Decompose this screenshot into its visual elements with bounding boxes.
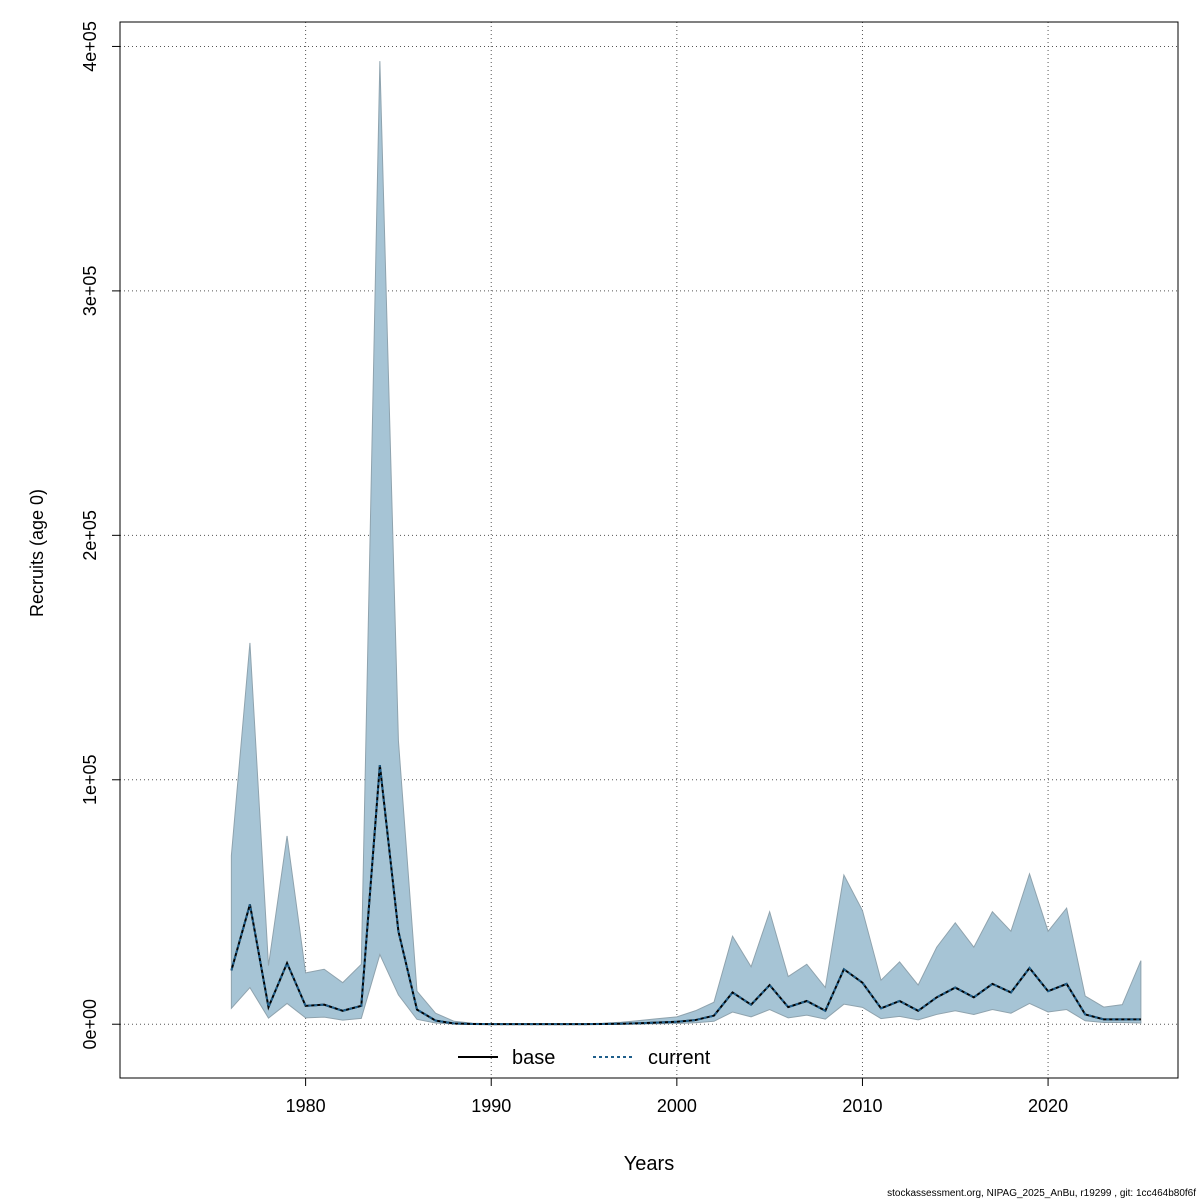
y-tick-label-2: 2e+05 — [80, 510, 100, 561]
x-axis-label: Years — [624, 1153, 674, 1175]
x-axis: 1980 1990 2000 2010 2020 — [286, 1077, 1068, 1116]
y-axis-label: Recruits (age 0) — [27, 489, 47, 617]
y-tick-label-1: 1e+05 — [80, 754, 100, 805]
confidence-band-layer — [230, 61, 1142, 1025]
y-tick-label-4: 4e+05 — [80, 21, 100, 72]
y-tick-label-0: 0e+00 — [80, 999, 100, 1050]
legend-label-base: base — [512, 1047, 555, 1069]
legend-label-current: current — [648, 1047, 711, 1069]
x-tick-label-2000: 2000 — [657, 1096, 697, 1116]
x-tick-label-2020: 2020 — [1028, 1096, 1068, 1116]
confidence-band — [230, 61, 1142, 1025]
x-tick-label-1990: 1990 — [471, 1096, 511, 1116]
series-layer — [230, 765, 1141, 1026]
legend: base current — [458, 1047, 711, 1069]
x-tick-label-2010: 2010 — [842, 1096, 882, 1116]
x-tick-label-1980: 1980 — [286, 1096, 326, 1116]
y-axis: 0e+00 1e+05 2e+05 3e+05 4e+05 — [80, 21, 121, 1050]
series-line-current — [230, 765, 1141, 1026]
y-tick-label-3: 3e+05 — [80, 266, 100, 317]
footer-credit: stockassessment.org, NIPAG_2025_AnBu, r1… — [887, 1188, 1196, 1199]
